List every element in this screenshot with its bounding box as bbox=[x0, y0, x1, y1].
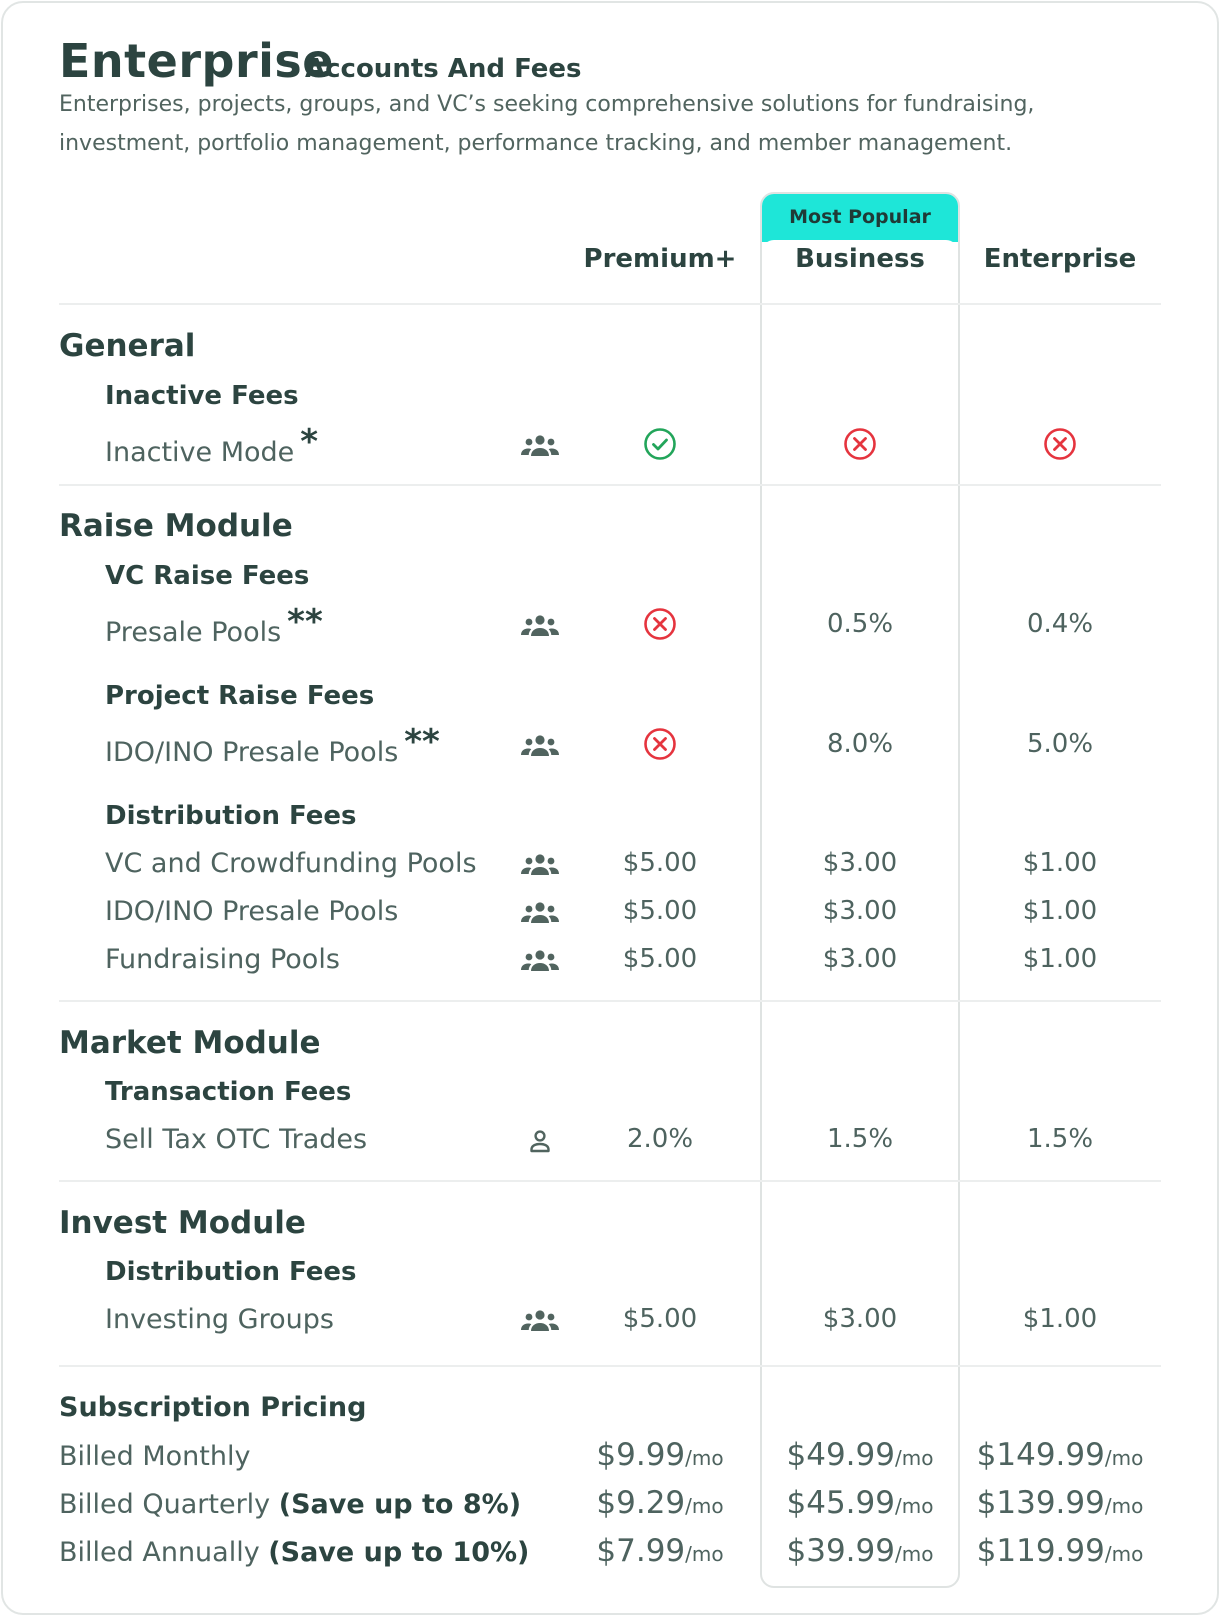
price-enterprise: $139.99/mo bbox=[976, 1485, 1144, 1521]
page-subtitle: Accounts And Fees bbox=[305, 54, 582, 84]
divider bbox=[59, 484, 1161, 486]
group-icon bbox=[520, 614, 560, 638]
presale-pools-row-label: Presale Pools ** bbox=[105, 602, 323, 648]
project-raise-fees-heading: Project Raise Fees bbox=[105, 681, 375, 711]
distribution-premium: $5.00 bbox=[622, 944, 698, 974]
investing-groups-business: $3.00 bbox=[822, 1304, 898, 1334]
divider bbox=[59, 303, 1161, 305]
price-business: $45.99/mo bbox=[786, 1485, 934, 1521]
distribution-enterprise: $1.00 bbox=[1022, 848, 1098, 878]
savings-note: (Save up to 10%) bbox=[268, 1537, 530, 1568]
user-icon bbox=[520, 1129, 560, 1153]
section-general-title: General bbox=[59, 328, 196, 364]
distribution-business: $3.00 bbox=[822, 848, 898, 878]
transaction-fees-heading: Transaction Fees bbox=[105, 1077, 352, 1107]
distribution-premium: $5.00 bbox=[622, 848, 698, 878]
sell-tax-enterprise: 1.5% bbox=[1026, 1124, 1094, 1154]
distribution-business: $3.00 bbox=[822, 944, 898, 974]
group-icon bbox=[520, 949, 560, 973]
price-premium: $9.99/mo bbox=[596, 1437, 724, 1473]
inactive-fees-heading: Inactive Fees bbox=[105, 381, 299, 411]
cross-icon bbox=[560, 727, 760, 765]
sell-tax-business: 1.5% bbox=[826, 1124, 894, 1154]
distribution-row-label: VC and Crowdfunding Pools bbox=[105, 848, 477, 879]
distribution-enterprise: $1.00 bbox=[1022, 896, 1098, 926]
ido-ino-enterprise: 5.0% bbox=[1026, 729, 1094, 759]
cross-icon bbox=[760, 427, 960, 465]
distribution-row-label: IDO/INO Presale Pools bbox=[105, 896, 399, 927]
billing-row-label: Billed Quarterly (Save up to 8%) bbox=[59, 1489, 522, 1520]
section-raise-title: Raise Module bbox=[59, 508, 293, 544]
section-invest-title: Invest Module bbox=[59, 1205, 306, 1241]
group-icon bbox=[520, 853, 560, 877]
sell-tax-premium: 2.0% bbox=[626, 1124, 694, 1154]
inactive-mode-row-label: Inactive Mode * bbox=[105, 422, 319, 468]
plan-premium-header: Premium+ bbox=[583, 244, 737, 274]
plan-business-header: Business bbox=[795, 244, 925, 274]
price-enterprise: $149.99/mo bbox=[976, 1437, 1144, 1473]
ido-ino-row-label: IDO/INO Presale Pools ** bbox=[105, 722, 440, 768]
distribution-fees-heading: Distribution Fees bbox=[105, 801, 357, 831]
investing-groups-enterprise: $1.00 bbox=[1022, 1304, 1098, 1334]
investing-groups-row-label: Investing Groups bbox=[105, 1304, 334, 1335]
vc-raise-fees-heading: VC Raise Fees bbox=[105, 561, 310, 591]
cross-icon bbox=[960, 427, 1160, 465]
subscription-pricing-title: Subscription Pricing bbox=[59, 1392, 367, 1423]
divider bbox=[59, 1365, 1161, 1367]
savings-note: (Save up to 8%) bbox=[278, 1489, 522, 1520]
footnote-marker: * bbox=[300, 422, 319, 462]
price-business: $49.99/mo bbox=[786, 1437, 934, 1473]
distribution-row-label: Fundraising Pools bbox=[105, 944, 340, 975]
sell-tax-row-label: Sell Tax OTC Trades bbox=[105, 1124, 368, 1155]
group-icon bbox=[520, 901, 560, 925]
page-title: Enterprise bbox=[59, 34, 335, 88]
distribution-business: $3.00 bbox=[822, 896, 898, 926]
price-premium: $7.99/mo bbox=[596, 1533, 724, 1569]
divider bbox=[59, 1180, 1161, 1182]
plan-enterprise-header: Enterprise bbox=[983, 244, 1137, 274]
page-description-line-1: Enterprises, projects, groups, and VC’s … bbox=[59, 92, 1035, 117]
page-description-line-2: investment, portfolio management, perfor… bbox=[59, 131, 1013, 156]
invest-distribution-fees-heading: Distribution Fees bbox=[105, 1257, 357, 1287]
footnote-marker: ** bbox=[404, 722, 440, 762]
distribution-enterprise: $1.00 bbox=[1022, 944, 1098, 974]
section-market-title: Market Module bbox=[59, 1025, 321, 1061]
billing-row-label: Billed Annually (Save up to 10%) bbox=[59, 1537, 530, 1568]
most-popular-badge: Most Popular bbox=[762, 194, 958, 242]
distribution-premium: $5.00 bbox=[622, 896, 698, 926]
group-icon bbox=[520, 734, 560, 758]
business-column-highlight bbox=[760, 192, 960, 1588]
presale-pools-enterprise: 0.4% bbox=[1026, 609, 1094, 639]
billing-row-label: Billed Monthly bbox=[59, 1441, 251, 1472]
check-icon bbox=[560, 427, 760, 465]
ido-ino-business: 8.0% bbox=[826, 729, 894, 759]
cross-icon bbox=[560, 607, 760, 645]
group-icon bbox=[520, 434, 560, 458]
price-premium: $9.29/mo bbox=[596, 1485, 724, 1521]
investing-groups-premium: $5.00 bbox=[622, 1304, 698, 1334]
price-business: $39.99/mo bbox=[786, 1533, 934, 1569]
footnote-marker: ** bbox=[287, 602, 323, 642]
divider bbox=[59, 1000, 1161, 1002]
presale-pools-business: 0.5% bbox=[826, 609, 894, 639]
group-icon bbox=[520, 1309, 560, 1333]
price-enterprise: $119.99/mo bbox=[976, 1533, 1144, 1569]
